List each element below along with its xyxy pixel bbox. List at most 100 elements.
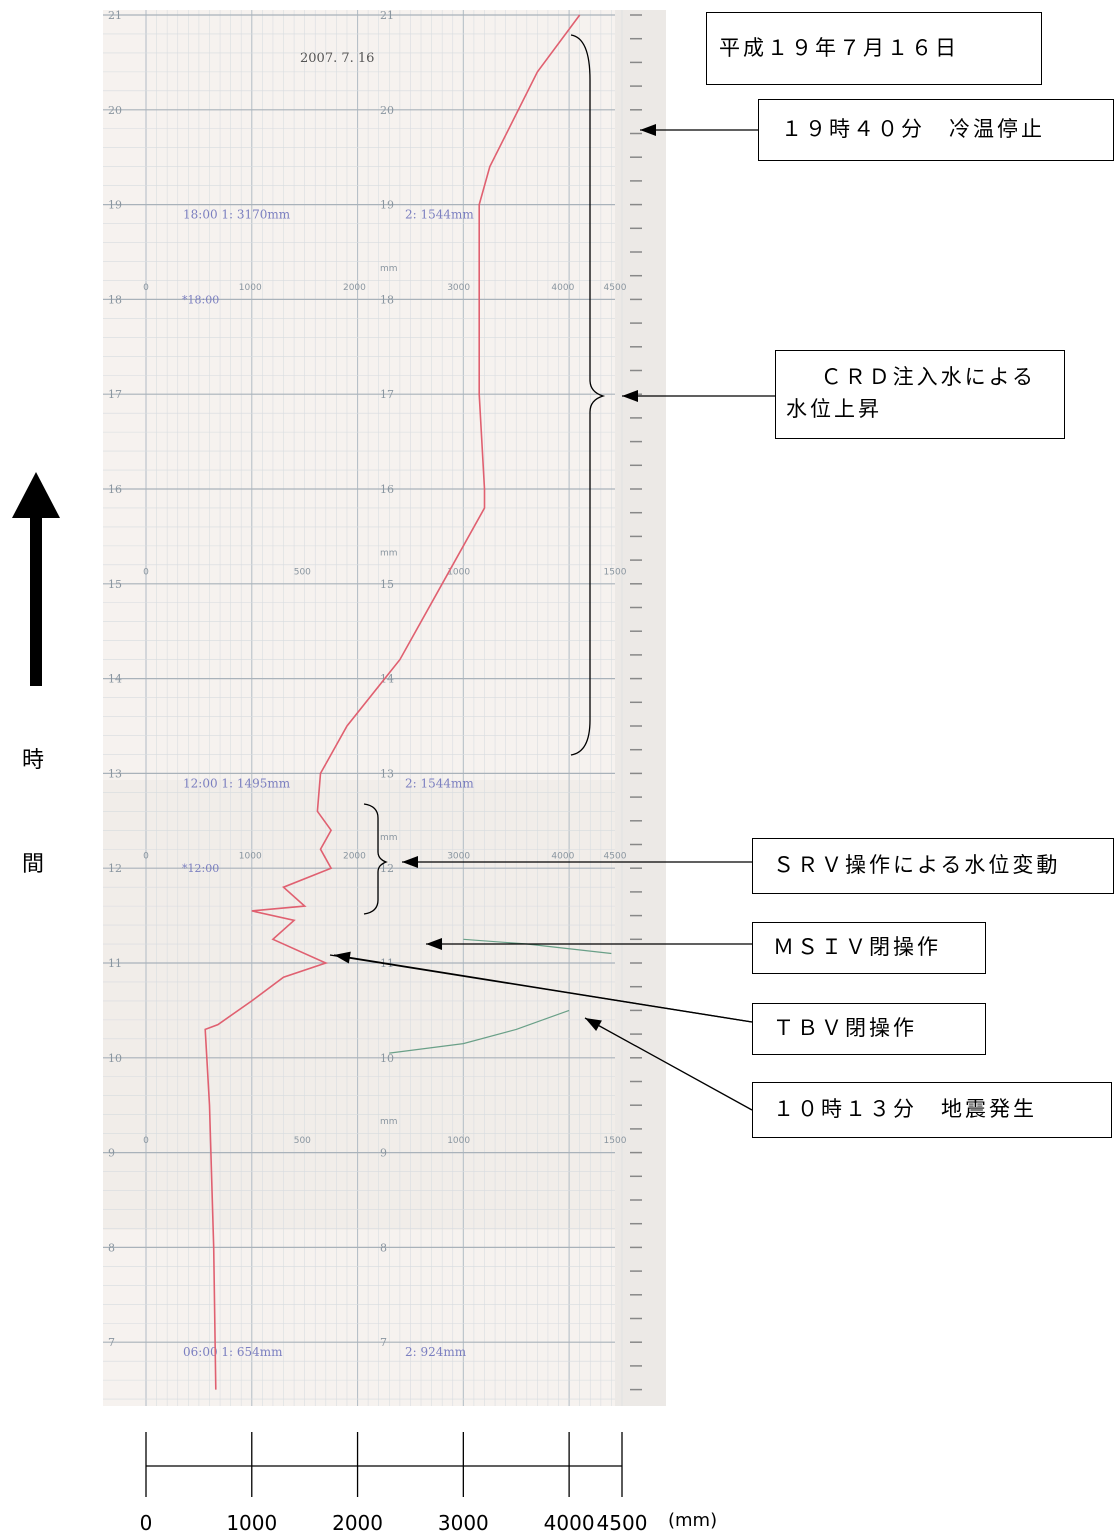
scale-tick-label: 2000	[332, 1511, 383, 1535]
hour-label-left: 20	[108, 104, 122, 117]
hour-label-left: 8	[108, 1241, 115, 1254]
arrow-earthquake	[584, 1017, 753, 1111]
chart-title: 平成１９年７月１６日	[706, 12, 1042, 85]
hour-label-center: 21	[380, 9, 394, 22]
chart-paper-band	[103, 780, 666, 1230]
printout-mark: *18:00	[182, 293, 219, 306]
hour-label-left: 21	[108, 9, 122, 22]
annotation-crd-water-rise: ＣＲＤ注入水による 水位上昇	[775, 350, 1065, 439]
hour-label-center: 14	[380, 673, 394, 686]
paper-scale-label: 4000	[551, 283, 574, 293]
printout-ch1: 18:00 1: 3170mm	[183, 208, 291, 222]
paper-scale-label: 500	[294, 567, 311, 577]
paper-scale-label: 4000	[551, 852, 574, 862]
hour-label-center: 12	[380, 862, 394, 875]
paper-scale-unit: mm	[380, 1117, 398, 1127]
paper-scale-label: 2000	[343, 283, 366, 293]
hour-label-center: 17	[380, 388, 394, 401]
ylabel-char-2: 間	[22, 852, 45, 877]
brace-crd	[570, 34, 606, 756]
hour-label-center: 13	[380, 767, 394, 780]
hour-label-left: 17	[108, 388, 122, 401]
paper-scale-label: 1000	[239, 283, 262, 293]
hour-label-left: 16	[108, 483, 122, 496]
chart-paper-margin	[615, 10, 666, 1406]
printout-mark: *12:00	[182, 862, 219, 875]
scale-tick-label: 4000	[544, 1511, 595, 1535]
hour-label-left: 7	[108, 1336, 115, 1349]
brace-srv	[363, 803, 388, 915]
paper-scale-label: 3000	[447, 283, 470, 293]
hour-label-center: 19	[380, 199, 394, 212]
arrow-cold-shutdown-head-icon	[640, 124, 656, 136]
annotation-msiv-close: ＭＳＩＶ閉操作	[752, 922, 986, 974]
paper-scale-label: 0	[143, 1136, 149, 1146]
annotation-srv-operation: ＳＲＶ操作による水位変動	[752, 838, 1114, 894]
hour-label-center: 20	[380, 104, 394, 117]
hour-label-left: 19	[108, 199, 122, 212]
paper-scale-label: 1500	[604, 1136, 627, 1146]
scale-tick-label: 1000	[226, 1511, 277, 1535]
arrow-earthquake-head-icon	[585, 1018, 602, 1031]
paper-scale-label: 1000	[447, 1136, 470, 1146]
series-line	[389, 1009, 570, 1054]
annotation-tbv-close: ＴＢＶ閉操作	[752, 1003, 986, 1055]
paper-scale-label: 0	[143, 283, 149, 293]
ylabel-char-1: 時	[22, 748, 45, 773]
annotation-crd-line1: ＣＲＤ注入水による	[820, 365, 1036, 389]
hour-label-center: 18	[380, 293, 394, 306]
paper-scale-label: 4500	[604, 283, 627, 293]
hour-label-center: 15	[380, 578, 394, 591]
hour-label-left: 9	[108, 1147, 115, 1160]
hour-label-left: 12	[108, 862, 122, 875]
paper-scale-unit: mm	[380, 548, 398, 558]
paper-scale-label: 0	[143, 852, 149, 862]
scale-tick-label: 4500	[597, 1511, 648, 1535]
scale-tick-label: 0	[140, 1511, 153, 1535]
hour-label-center: 9	[380, 1147, 387, 1160]
series-line	[204, 14, 581, 1390]
printout-ch2: 2: 924mm	[405, 1345, 467, 1359]
printout-ch2: 2: 1544mm	[405, 776, 474, 790]
annotation-crd-line2: 水位上昇	[786, 397, 882, 421]
printout-ch1: 12:00 1: 1495mm	[183, 776, 291, 790]
paper-text: 21 21 20 20 19 19 18 18 17 17 16 16 15 15 14 14 13 13 12 12…	[108, 9, 627, 1359]
annotation-earthquake: １０時１３分 地震発生	[752, 1082, 1112, 1138]
time-arrow-head-icon	[12, 472, 60, 518]
hour-label-left: 11	[108, 957, 122, 970]
paper-scale-label: 2000	[343, 852, 366, 862]
paper-scale-unit: mm	[380, 833, 398, 843]
hour-label-left: 18	[108, 293, 122, 306]
paper-scale-label: 500	[294, 1136, 311, 1146]
chart-grid	[103, 10, 642, 1406]
time-arrow	[12, 472, 60, 686]
hour-label-center: 8	[380, 1241, 387, 1254]
hour-label-left: 14	[108, 673, 122, 686]
arrow-tbv	[333, 954, 753, 1023]
time-arrow-shaft	[30, 516, 42, 686]
hour-label-left: 10	[108, 1052, 122, 1065]
arrow-tbv-head-icon	[334, 951, 351, 964]
paper-scale-label: 1000	[239, 852, 262, 862]
hour-label-center: 7	[380, 1336, 387, 1349]
arrow-crd-head-icon	[622, 390, 638, 402]
bottom-scale: 0 1000 2000 3000 4000 4500 (mm)	[140, 1432, 717, 1535]
scale-tick-label: 3000	[438, 1511, 489, 1535]
arrow-srv-head-icon	[402, 856, 418, 868]
paper-scale-label: 4500	[604, 852, 627, 862]
paper-scale-label: 1500	[604, 567, 627, 577]
printout-ch2: 2: 1544mm	[405, 208, 474, 222]
paper-scale-label: 3000	[447, 852, 470, 862]
annotation-layer	[329, 34, 775, 1111]
annotation-cold-shutdown: １９時４０分 冷温停止	[758, 99, 1114, 161]
hour-label-left: 15	[108, 578, 122, 591]
hour-label-center: 16	[380, 483, 394, 496]
scale-unit-label: (mm)	[668, 1510, 717, 1531]
paper-scale-label: 0	[143, 567, 149, 577]
paper-scale-label: 1000	[447, 567, 470, 577]
date-stamp: 2007. 7. 16	[300, 51, 374, 66]
hour-label-center: 10	[380, 1052, 394, 1065]
hour-label-left: 13	[108, 767, 122, 780]
printout-ch1: 06:00 1: 654mm	[183, 1345, 283, 1359]
